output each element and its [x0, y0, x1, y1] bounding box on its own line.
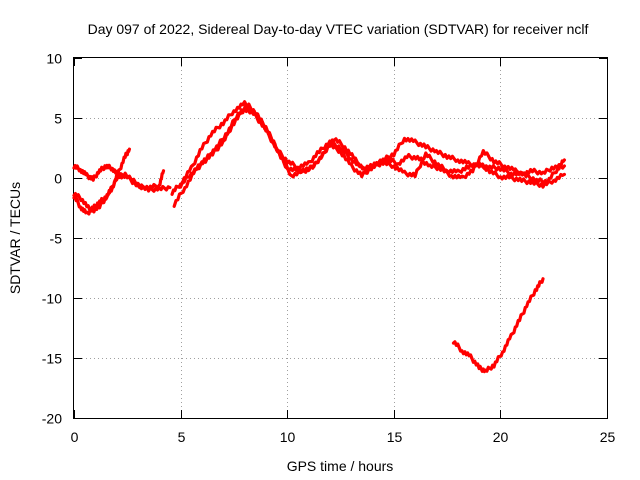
x-tick-label: 15 [387, 429, 403, 445]
series-line-track-e [172, 102, 567, 208]
x-tick-label: 20 [493, 429, 509, 445]
y-tick-label: -20 [42, 411, 62, 427]
y-tick-label: 0 [54, 171, 62, 187]
series-line-track-g [451, 277, 545, 374]
series-line-track-a [72, 147, 131, 216]
y-tick-label: -10 [42, 291, 62, 307]
x-tick-label: 10 [280, 429, 296, 445]
y-axis-label: SDTVAR / TECUs [7, 182, 23, 294]
series-line-track-c [72, 171, 172, 214]
x-tick-label: 5 [178, 429, 186, 445]
axis-ticks [74, 58, 608, 419]
grid [74, 58, 607, 418]
y-tick-label: 5 [54, 111, 62, 127]
series-line-track-f [179, 106, 567, 189]
y-tick-label: 10 [46, 51, 62, 67]
y-tick-label: -5 [50, 231, 63, 247]
x-tick-label: 25 [600, 429, 616, 445]
x-tick-label: 0 [71, 429, 79, 445]
plot-frame [73, 57, 608, 419]
series-group [72, 100, 567, 374]
chart-title: Day 097 of 2022, Sidereal Day-to-day VTE… [88, 21, 589, 37]
series-line-track-d [170, 100, 567, 196]
y-tick-label: -15 [42, 351, 62, 367]
x-axis-label: GPS time / hours [287, 458, 394, 474]
